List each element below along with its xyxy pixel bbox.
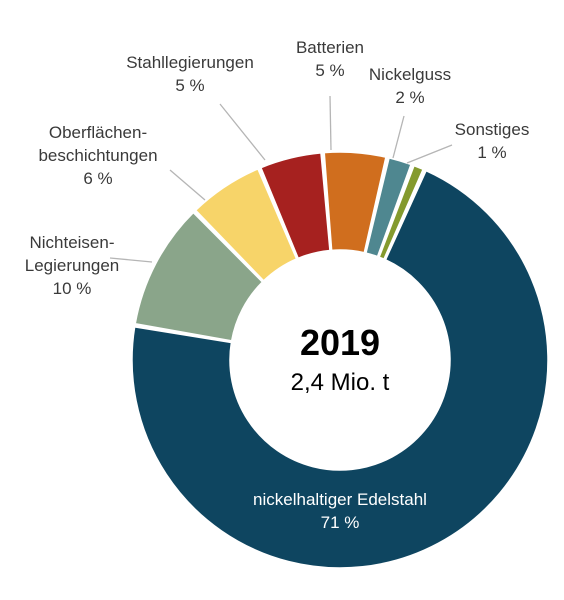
- center-subtitle: 2,4 Mio. t: [291, 369, 390, 396]
- category-label: beschichtungen: [38, 146, 157, 165]
- label-nickelhaltiger-edelstahl: nickelhaltiger Edelstahl 71 %: [253, 490, 427, 532]
- percent-label: 5 %: [175, 76, 204, 95]
- percent-label: 6 %: [83, 169, 112, 188]
- percent-label: 71 %: [321, 513, 360, 532]
- category-label: Sonstiges: [455, 120, 530, 139]
- percent-label: 1 %: [477, 143, 506, 162]
- leader-batterien: [329, 95, 332, 151]
- leader-sonstiges: [406, 144, 453, 164]
- percent-label: 5 %: [315, 61, 344, 80]
- leader-stahllegierungen: [219, 103, 266, 161]
- category-label: Oberflächen-: [49, 123, 147, 142]
- label-stahllegierungen: Stahllegierungen 5 %: [126, 53, 254, 95]
- leader-lines: [109, 95, 453, 263]
- slice-labels: nickelhaltiger Edelstahl 71 % Nichteisen- L…: [25, 38, 530, 532]
- category-label: nickelhaltiger Edelstahl: [253, 490, 427, 509]
- label-sonstiges: Sonstiges 1 %: [455, 120, 530, 162]
- category-label: Nichteisen-: [29, 233, 114, 252]
- label-nickelguss: Nickelguss 2 %: [369, 65, 451, 107]
- percent-label: 2 %: [395, 88, 424, 107]
- category-label: Stahllegierungen: [126, 53, 254, 72]
- label-nichteisen-legierungen: Nichteisen- Legierungen 10 %: [25, 233, 120, 298]
- leader-nickelguss: [392, 115, 405, 159]
- category-label: Legierungen: [25, 256, 120, 275]
- donut-hole: [230, 250, 450, 470]
- leader-oberflaechenbeschichtungen: [169, 169, 206, 201]
- category-label: Nickelguss: [369, 65, 451, 84]
- category-label: Batterien: [296, 38, 364, 57]
- label-oberflaechenbeschichtungen: Oberflächen-beschichtungen 6 %: [38, 123, 157, 188]
- leader-nichteisen-legierungen: [109, 257, 153, 263]
- label-batterien: Batterien 5 %: [296, 38, 364, 80]
- donut-slices: [131, 151, 549, 569]
- center-title: 2019: [300, 322, 380, 363]
- percent-label: 10 %: [53, 279, 92, 298]
